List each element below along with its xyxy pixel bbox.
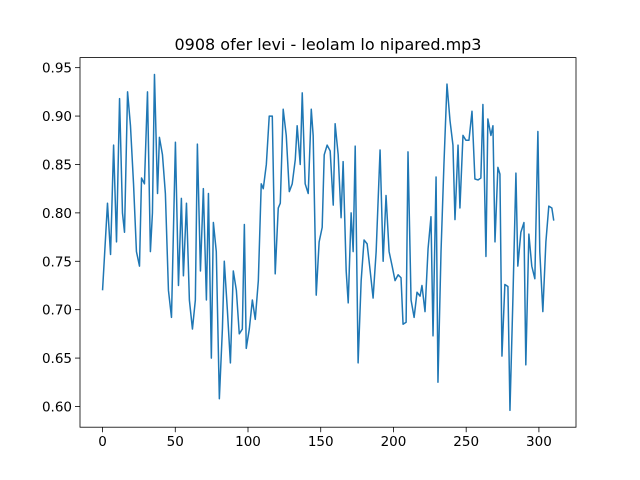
x-tick-label: 200 — [381, 434, 407, 450]
axes-frame — [79, 57, 577, 428]
chart-title: 0908 ofer levi - leolam lo nipared.mp3 — [175, 35, 482, 54]
x-tick-label: 0 — [98, 434, 107, 450]
x-tick-label: 300 — [526, 434, 552, 450]
y-tick-label: 0.80 — [42, 206, 72, 222]
x-tick-label: 250 — [453, 434, 479, 450]
y-tick-label: 0.90 — [42, 109, 72, 125]
y-tick-label: 0.65 — [42, 351, 72, 367]
y-tick-label: 0.95 — [42, 61, 72, 77]
y-tick-label: 0.60 — [42, 399, 72, 415]
y-tick-label: 0.75 — [42, 254, 72, 270]
y-tick-label: 0.85 — [42, 157, 72, 173]
x-tick-label: 50 — [167, 434, 184, 450]
y-tick-label: 0.70 — [42, 303, 72, 319]
x-tick-label: 100 — [235, 434, 261, 450]
data-line — [101, 73, 555, 412]
x-tick-label: 150 — [308, 434, 334, 450]
